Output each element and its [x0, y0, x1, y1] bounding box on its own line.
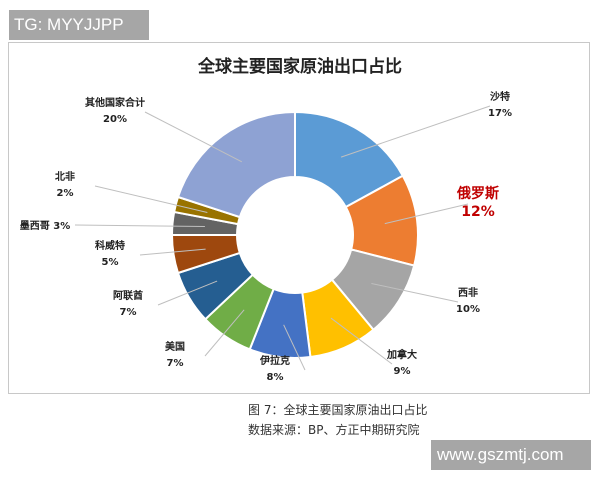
leader-line: [330, 317, 393, 365]
donut-slice-10: [176, 110, 296, 219]
slice-value-label: 20%: [103, 114, 127, 125]
slice-value-label: 2%: [57, 188, 74, 199]
slice-category-label: 伊拉克: [259, 354, 290, 367]
leader-line: [204, 309, 245, 357]
slice-category-label: 加拿大: [386, 348, 417, 361]
slice-value-label: 7%: [120, 307, 137, 318]
donut-slice-0: [294, 110, 405, 209]
slice-label: 墨西哥 3%: [20, 220, 70, 232]
slice-value-label: 9%: [394, 366, 411, 377]
slice-category-label: 俄罗斯: [456, 185, 499, 202]
watermark-top: TG: MYYJJPP: [9, 10, 149, 40]
slice-category-label: 北非: [55, 170, 75, 183]
slice-category-label: 美国: [165, 340, 185, 353]
data-source: 数据来源：BP、方正中期研究院: [248, 423, 420, 437]
chart-frame: [8, 42, 590, 394]
slice-category-label: 沙特: [490, 90, 510, 103]
slice-value-label: 12%: [461, 204, 495, 220]
leader-line: [283, 324, 306, 371]
slice-category-label: 阿联酋: [113, 289, 143, 302]
leader-line: [94, 185, 208, 213]
slice-value-label: 5%: [102, 257, 119, 268]
leader-line: [340, 105, 491, 158]
leader-line: [384, 203, 469, 225]
leader-line: [139, 248, 206, 256]
slice-value-label: 8%: [267, 372, 284, 383]
slice-category-label: 科威特: [95, 239, 125, 252]
figure-caption: 图 7：全球主要国家原油出口占比: [248, 403, 428, 417]
slice-value-label: 17%: [488, 108, 512, 119]
leader-line: [74, 224, 205, 227]
slice-category-label: 其他国家合计: [85, 96, 145, 109]
leader-line: [144, 111, 243, 163]
slice-value-label: 7%: [167, 358, 184, 369]
chart-title: 全球主要国家原油出口占比: [197, 56, 402, 77]
slice-category-label: 西非: [458, 286, 478, 299]
leader-line: [371, 283, 459, 303]
slice-value-label: 10%: [456, 304, 480, 315]
watermark-bottom: www.gszmtj.com: [431, 440, 591, 470]
leader-line: [157, 280, 218, 306]
